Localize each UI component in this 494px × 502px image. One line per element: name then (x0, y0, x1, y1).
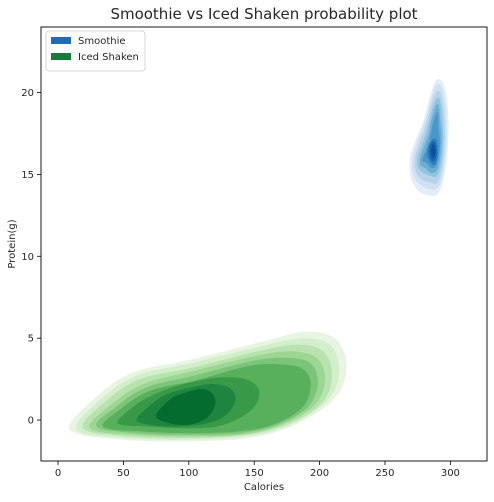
density-series-1 (69, 331, 347, 442)
y-tick-label: 20 (21, 88, 34, 99)
density-level-0-8 (431, 144, 436, 158)
x-tick-label: 200 (310, 468, 329, 479)
density-layer (69, 78, 449, 442)
y-tick-label: 10 (21, 252, 34, 263)
x-tick-label: 150 (245, 468, 264, 479)
legend-label-1: Iced Shaken (78, 52, 139, 63)
chart-title: Smoothie vs Iced Shaken probability plot (110, 5, 417, 23)
y-tick-label: 0 (28, 416, 34, 427)
legend-swatch-1 (51, 53, 71, 60)
axis-layer: 0 50 100 150 200 250 300 0 5 10 15 20 (21, 26, 488, 479)
x-tick-label: 0 (55, 468, 61, 479)
y-tick-label: 15 (21, 170, 34, 181)
plot-frame (40, 26, 488, 462)
legend-swatch-0 (51, 37, 71, 44)
x-tick-label: 250 (375, 468, 394, 479)
legend-label-0: Smoothie (78, 36, 126, 47)
y-axis-label: Protein(g) (7, 219, 18, 268)
x-tick-label: 50 (117, 468, 130, 479)
x-tick-label: 300 (441, 468, 460, 479)
density-level-1-8 (155, 388, 216, 426)
density-series-0 (409, 78, 449, 196)
y-tick-label: 5 (28, 334, 34, 345)
legend: Smoothie Iced Shaken (45, 30, 146, 72)
x-tick-label: 100 (179, 468, 198, 479)
x-axis-label: Calories (244, 482, 284, 493)
